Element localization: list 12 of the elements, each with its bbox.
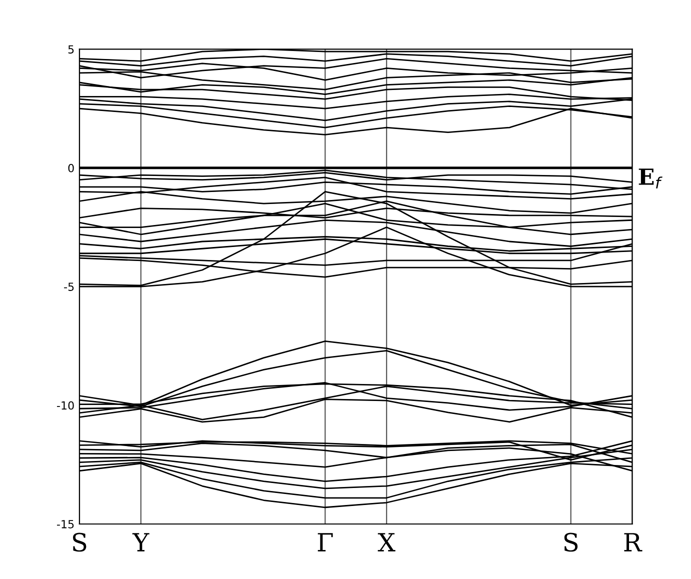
x-tick-label: X — [378, 533, 396, 552]
ref-line-label: E$_{f}$ — [638, 168, 662, 188]
x-tick-label: Γ — [318, 533, 333, 552]
y-tick-label: 0 — [68, 164, 74, 172]
y-tick-label: -5 — [64, 282, 74, 291]
y-tick-label: -15 — [57, 520, 74, 528]
y-tick-label: -10 — [57, 401, 74, 410]
y-tick-label: 5 — [68, 45, 74, 54]
x-tick-label: S — [73, 532, 86, 552]
x-tick-label: S — [564, 532, 578, 552]
x-tick-label: R — [624, 533, 642, 552]
x-tick-label: Y — [132, 533, 150, 552]
